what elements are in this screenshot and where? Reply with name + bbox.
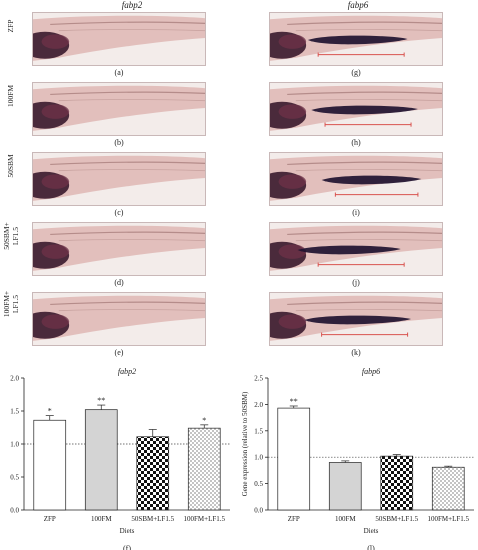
larva-image-i — [269, 152, 443, 206]
y-tick-label: 0.0 — [10, 507, 19, 515]
y-tick-label: 2.0 — [10, 375, 19, 383]
bar-100fm-lf1-5 — [187, 427, 221, 511]
x-tick-label: ZFP — [288, 515, 300, 523]
larva-image-d — [32, 222, 206, 276]
panel-letter-i: (i) — [352, 208, 360, 217]
significance-marker: ** — [97, 396, 105, 405]
row-label-50sbm: 50SBM — [6, 154, 15, 178]
larva-image-h — [269, 82, 443, 136]
panel-letter-j: (j) — [352, 278, 360, 287]
y-tick-label: 1.0 — [10, 441, 19, 449]
chart-panel-letter: (f) — [123, 544, 131, 550]
bar-zfp — [277, 407, 311, 511]
y-tick-label: 2.5 — [254, 375, 263, 383]
x-axis-label: Diets — [120, 527, 135, 535]
larva-image-g — [269, 12, 443, 66]
panel-letter-k: (k) — [351, 348, 361, 357]
significance-marker: * — [202, 416, 206, 425]
y-tick-label: 1.5 — [10, 408, 19, 416]
x-tick-label: 100FM — [335, 515, 356, 523]
y-tick-label: 1.5 — [254, 427, 263, 435]
panel-letter-g: (g) — [351, 68, 361, 77]
right-column-title: fabp6 — [347, 0, 369, 10]
panel-letter-b: (b) — [114, 138, 124, 147]
panel-letter-e: (e) — [114, 348, 124, 357]
panel-letter-a: (a) — [114, 68, 124, 77]
larva-image-j — [269, 222, 443, 276]
y-tick-label: 1.0 — [254, 454, 263, 462]
fabp2-bar-chart: 0.0 0.5 1.0 1.5 2.0 * ZFP ** 100FM 50SBM+LF1.5 * 10… — [10, 367, 230, 550]
bar-100fm-lf1-5 — [431, 466, 465, 511]
bar-zfp — [33, 419, 67, 511]
row-label-zfp: ZFP — [6, 19, 15, 33]
left-column-title: fabp2 — [121, 0, 143, 10]
larva-image-a — [32, 12, 206, 66]
larva-image-e — [32, 292, 206, 346]
y-tick-label: 0.0 — [254, 507, 263, 515]
x-tick-label: ZFP — [44, 515, 56, 523]
significance-marker: ** — [290, 397, 298, 406]
panel-letter-c: (c) — [114, 208, 124, 217]
bar-50sbm-lf1-5 — [136, 436, 170, 511]
panel-letter-h: (h) — [351, 138, 361, 147]
row-label-50sbm-lf: 50SBM+ LF1.5 — [2, 222, 20, 250]
y-tick-label: 0.5 — [254, 480, 263, 488]
x-tick-label: 50SBM+LF1.5 — [375, 515, 418, 523]
row-label-100fm: 100FM — [6, 84, 15, 108]
bar-50sbm-lf1-5 — [380, 455, 414, 511]
chart-panel-letter: (l) — [367, 544, 375, 550]
y-axis-label: Gene expression (relative to 50SBM) — [241, 391, 249, 496]
bar-100fm — [84, 409, 118, 511]
x-tick-label: 100FM+LF1.5 — [184, 515, 226, 523]
row-label-100fm-lf: 100FM+ LF1.5 — [2, 290, 20, 318]
bar-100fm — [328, 462, 362, 511]
x-axis-label: Diets — [364, 527, 379, 535]
x-tick-label: 50SBM+LF1.5 — [131, 515, 174, 523]
larva-image-k — [269, 292, 443, 346]
y-tick-label: 2.0 — [254, 401, 263, 409]
significance-marker: * — [48, 407, 52, 416]
y-tick-label: 0.5 — [10, 474, 19, 482]
chart-title: fabp2 — [118, 367, 136, 376]
fabp6-bar-chart: 0.0 0.5 1.0 1.5 2.0 2.5 ** ZFP 100FM 50SBM+LF1.5 1… — [241, 367, 474, 550]
x-tick-label: 100FM+LF1.5 — [428, 515, 470, 523]
x-tick-label: 100FM — [91, 515, 112, 523]
larva-image-b — [32, 82, 206, 136]
chart-title: fabp6 — [362, 367, 380, 376]
panel-letter-d: (d) — [114, 278, 124, 287]
larva-image-c — [32, 152, 206, 206]
